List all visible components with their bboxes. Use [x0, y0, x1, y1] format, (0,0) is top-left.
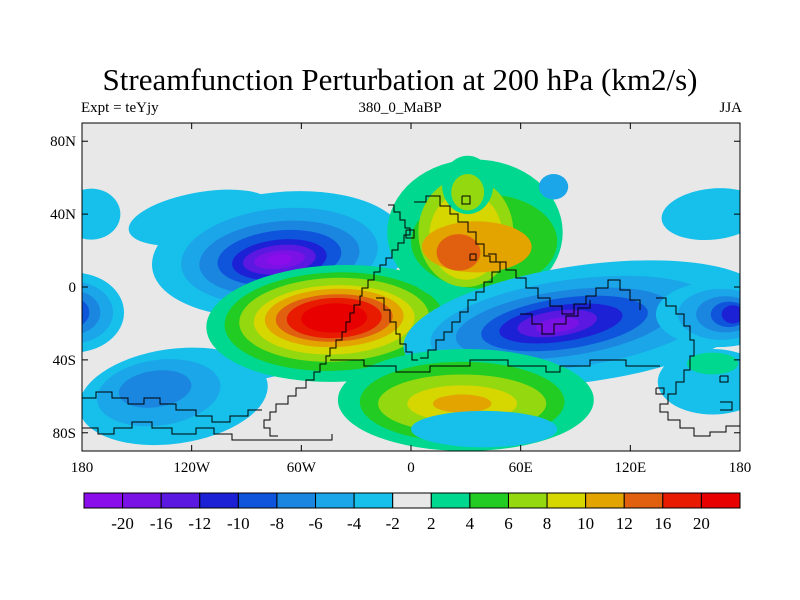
colorbar-label-11: 8: [543, 514, 552, 533]
y-tick-label-1: 40N: [50, 207, 76, 223]
x-tick-label-0: 180: [71, 460, 94, 476]
colorbar-label-12: 10: [577, 514, 594, 533]
contour-afr-north-patch-inner: [451, 174, 485, 211]
colorbar-box-5: [276, 492, 317, 509]
colorbar-box-12: [546, 492, 587, 509]
x-tick-label-2: 60W: [287, 460, 317, 476]
chart-title: Streamfunction Perturbation at 200 hPa (…: [102, 62, 698, 97]
colorbar-label-3: -10: [227, 514, 250, 533]
y-tick-label-4: 80S: [53, 426, 76, 442]
y-tick-label-3: 40S: [53, 353, 76, 369]
coastline-east-pacific: [655, 375, 733, 411]
colorbar-box-10: [469, 492, 509, 509]
colorbar-label-1: -16: [150, 514, 173, 533]
colorbar-box-8: [392, 492, 432, 509]
colorbar-box-7: [353, 492, 394, 509]
contour-eastpac-low-minus8: [82, 300, 90, 325]
subtitle-center: 380_0_MaBP: [358, 100, 442, 116]
contour-eastpac-low-minus6: [82, 291, 101, 334]
coastline-north-atlantic-islands: [405, 195, 477, 261]
colorbar-label-8: 2: [427, 514, 436, 533]
colorbar-label-6: -4: [347, 514, 362, 533]
contour-spac-right-positive: [686, 352, 739, 375]
colorbar: -20 -16 -12 -10 -8 -6 -4 -2 2 4 6 8 10 12 16 20: [83, 492, 741, 533]
colorbar-box-3: [199, 492, 239, 509]
colorbar-box-11: [507, 492, 548, 509]
coastline-antarctic-west: [82, 391, 262, 423]
contour-npac-right-band: [661, 188, 740, 241]
colorbar-label-9: 4: [466, 514, 475, 533]
contour-eastpac-north-band: [82, 188, 121, 240]
coastline-asia: [488, 253, 641, 315]
colorbar-label-7: -2: [386, 514, 400, 533]
colorbar-box-4: [237, 492, 278, 509]
colorbar-box-13: [585, 492, 625, 509]
colorbar-box-2: [160, 492, 201, 509]
y-tick-label-2: 0: [69, 280, 77, 296]
colorbar-box-9: [430, 492, 471, 509]
colorbar-box-0: [83, 492, 124, 509]
colorbar-label-10: 6: [504, 514, 513, 533]
coastline-antarctic-east: [82, 421, 333, 441]
coastline-americas: [263, 204, 411, 437]
contour-atl-high-plus20: [301, 303, 368, 333]
coastline-south-america: [376, 297, 418, 361]
colorbar-label-13: 12: [616, 514, 633, 533]
subtitle-left: Expt = teYjy: [81, 100, 159, 116]
plot-area: [66, 123, 740, 451]
coastline-africa: [414, 195, 501, 359]
colorbar-box-1: [122, 492, 162, 509]
x-tick-label-3: 0: [407, 460, 415, 476]
contour-nam-anticyclone-minus20: [266, 254, 293, 266]
coastline-layer: [82, 195, 740, 441]
y-tick-label-0: 80N: [50, 134, 76, 150]
x-tick-label-5: 120E: [614, 460, 646, 476]
x-tick-label-6: 180: [729, 460, 752, 476]
contour-so-south-band: [411, 410, 558, 448]
contour-eastpac-low-minus10: [66, 303, 81, 321]
contour-central-asia-spot: [538, 174, 569, 200]
colorbar-label-14: 16: [654, 514, 671, 533]
coastline-australia: [656, 297, 740, 437]
colorbar-box-14: [623, 492, 664, 509]
colorbar-box-6: [315, 492, 355, 509]
colorbar-box-15: [662, 492, 702, 509]
contour-so-high-plus10: [432, 394, 492, 413]
contour-io-low-minus16: [535, 317, 579, 334]
x-tick-label-4: 60E: [509, 460, 533, 476]
coastline-southern-lakes: [330, 359, 660, 373]
coastline-indonesia: [520, 300, 591, 335]
colorbar-label-2: -12: [188, 514, 211, 533]
colorbar-label-4: -8: [270, 514, 284, 533]
x-tick-label-1: 120W: [173, 460, 211, 476]
colorbar-label-0: -20: [111, 514, 134, 533]
colorbar-box-16: [700, 492, 741, 509]
contour-afr-high-plus12: [436, 234, 481, 271]
contour-wpac-low-minus10: [721, 305, 740, 324]
colorbar-label-15: 20: [693, 514, 710, 533]
subtitle-right: JJA: [719, 100, 742, 116]
contour-spac-low-minus6: [118, 370, 192, 408]
colorbar-label-5: -6: [308, 514, 322, 533]
